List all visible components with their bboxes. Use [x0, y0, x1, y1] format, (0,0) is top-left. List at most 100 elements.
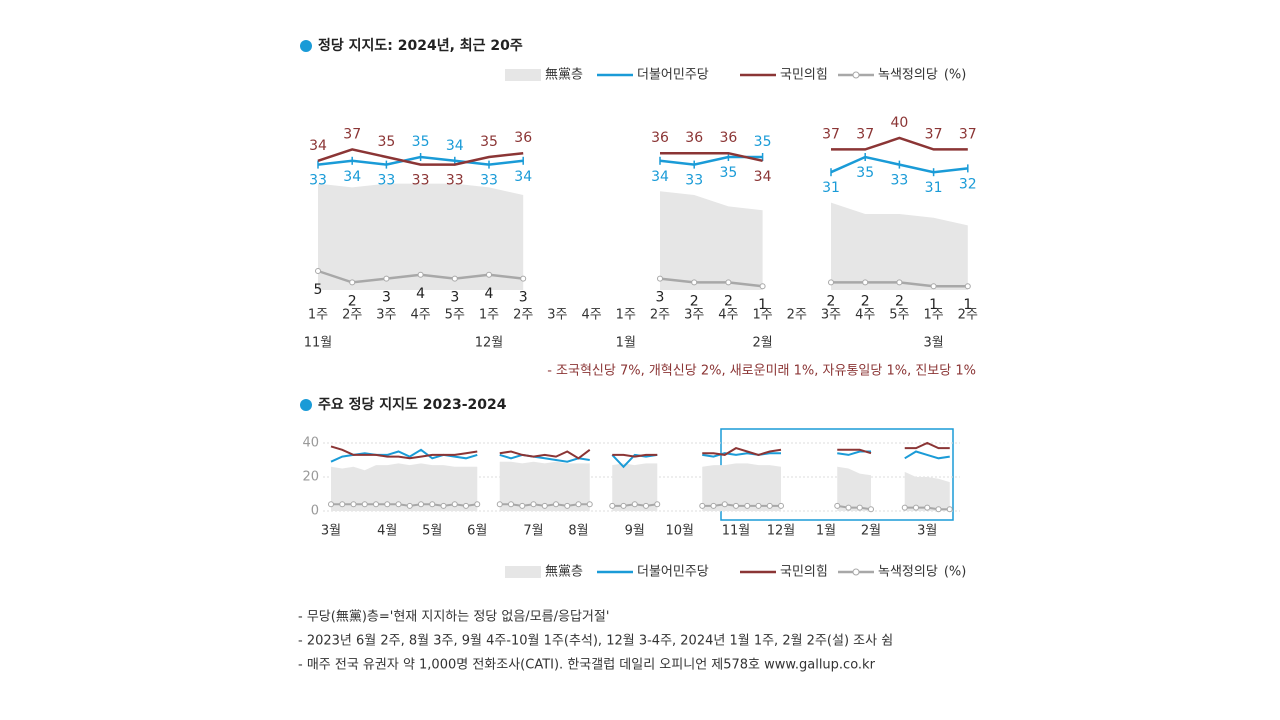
point — [486, 271, 492, 278]
data-label: 36 — [719, 130, 737, 146]
title-bullet — [300, 399, 312, 411]
data-label: 34 — [754, 169, 772, 185]
point — [463, 502, 469, 509]
data-label: 1 — [963, 297, 972, 313]
data-label: 1 — [929, 297, 938, 313]
month-label: 12월 — [475, 336, 504, 351]
data-label: 34 — [309, 138, 327, 154]
data-label: 33 — [685, 173, 703, 189]
x-tick-label: 2주 — [650, 308, 670, 323]
data-label: 36 — [651, 130, 669, 146]
point — [766, 502, 773, 509]
data-label: 3 — [519, 290, 528, 306]
point — [383, 275, 390, 282]
x-tick-label: 12월 — [767, 524, 796, 539]
data-label: 34 — [343, 169, 361, 185]
data-label: 2 — [861, 293, 870, 309]
x-tick-label: 5주 — [889, 308, 909, 323]
point — [328, 501, 334, 508]
chart-title: 정당 지지도: 2024년, 최근 20주 — [318, 37, 523, 54]
data-label: 35 — [719, 165, 737, 181]
x-tick-label: 2주 — [958, 308, 978, 323]
point — [721, 501, 728, 508]
legend-unit: (%) — [944, 68, 967, 83]
title-bullet — [300, 40, 312, 52]
x-tick-label: 6월 — [467, 524, 487, 539]
point — [451, 501, 458, 508]
point — [530, 501, 537, 508]
data-label: 31 — [822, 180, 840, 196]
x-tick-label: 3주 — [376, 308, 396, 323]
area — [318, 183, 968, 290]
data-label: 35 — [480, 134, 498, 150]
data-label: 35 — [412, 134, 430, 150]
point — [759, 283, 766, 290]
x-tick-label: 5주 — [445, 308, 465, 323]
point — [856, 504, 863, 511]
point — [710, 502, 717, 509]
x-tick-label: 3주 — [547, 308, 567, 323]
month-label: 3월 — [923, 336, 943, 351]
point — [350, 501, 357, 508]
point — [744, 502, 751, 509]
point — [845, 504, 852, 511]
x-tick-label: 3주 — [821, 308, 841, 323]
point — [349, 279, 356, 286]
data-label: 36 — [514, 130, 532, 146]
point — [924, 504, 931, 511]
point — [541, 502, 548, 509]
point — [930, 283, 937, 290]
month-label: 1월 — [616, 336, 636, 351]
x-tick-label: 1주 — [308, 308, 328, 323]
x-tick-label: 1주 — [479, 308, 499, 323]
data-label: 37 — [343, 126, 361, 142]
line — [330, 441, 950, 460]
point — [657, 275, 663, 282]
x-tick-label: 11월 — [722, 524, 751, 539]
point — [691, 279, 698, 286]
point — [395, 501, 402, 508]
data-label: 35 — [377, 134, 395, 150]
footnote: - 2023년 6월 2주, 8월 3주, 9월 4주-10월 1주(추석), … — [298, 634, 893, 649]
data-label: 3 — [382, 290, 391, 306]
legend-label: 無黨층 — [545, 565, 583, 580]
x-tick-label: 1월 — [816, 524, 836, 539]
point — [643, 502, 649, 509]
point — [620, 502, 627, 509]
data-label: 37 — [822, 126, 840, 142]
point — [440, 502, 447, 509]
data-label: 35 — [856, 165, 874, 181]
point — [631, 501, 638, 508]
legend-label: 국민의힘 — [780, 565, 828, 580]
point — [361, 501, 368, 508]
data-label: 34 — [446, 138, 464, 154]
legend-swatch — [852, 568, 860, 576]
point — [935, 506, 942, 513]
footnote: - 무당(無黨)층='현재 지지하는 정당 없음/모름/응답거절' — [298, 610, 609, 625]
point — [913, 504, 919, 511]
data-label: 37 — [856, 126, 874, 142]
point — [373, 501, 379, 508]
chart-title: 주요 정당 지지도 2023-2024 — [318, 396, 507, 413]
month-label: 11월 — [304, 336, 333, 351]
data-label: 3 — [656, 290, 665, 306]
x-tick-label: 4주 — [581, 308, 601, 323]
data-label: 4 — [416, 286, 425, 302]
point — [339, 501, 346, 508]
point — [609, 502, 616, 509]
data-label: 33 — [446, 173, 464, 189]
data-label: 32 — [959, 176, 977, 192]
data-label: 37 — [925, 126, 943, 142]
point — [519, 502, 526, 509]
point — [964, 283, 971, 290]
x-tick-label: 4주 — [855, 308, 875, 323]
point — [755, 502, 762, 509]
data-label: 33 — [309, 173, 327, 189]
point — [699, 502, 706, 509]
x-tick-label: 2주 — [342, 308, 362, 323]
x-tick-label: 9월 — [625, 524, 645, 539]
data-label: 33 — [377, 173, 395, 189]
legend-label: 더불어민주당 — [637, 68, 709, 83]
x-tick-label: 1주 — [752, 308, 772, 323]
